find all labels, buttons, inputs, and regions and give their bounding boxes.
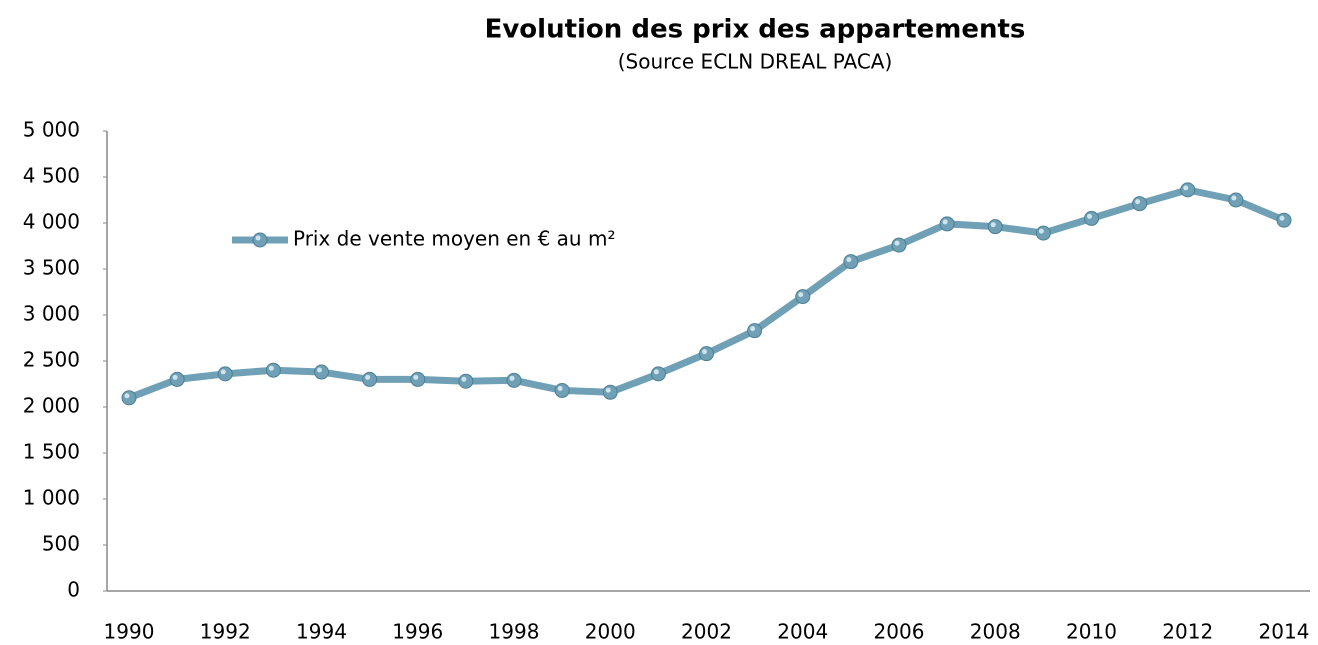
y-tick-label: 4 500 [23, 164, 80, 188]
y-tick-label: 1 500 [23, 440, 80, 464]
point [410, 371, 426, 387]
x-tick-label: 2004 [777, 620, 828, 644]
x-tick-label: 2010 [1066, 620, 1117, 644]
chart-subtitle: (Source ECLN DREAL PACA) [618, 50, 893, 74]
x-tick-label: 2008 [970, 620, 1021, 644]
x-tick-label: 1990 [104, 620, 155, 644]
chart-title: Evolution des prix des appartements [485, 15, 1026, 45]
point [217, 366, 233, 382]
point [458, 373, 474, 389]
x-tick-label: 2014 [1259, 620, 1310, 644]
point [843, 254, 859, 270]
point [891, 237, 907, 253]
legend-label: Prix de vente moyen en € au m² [293, 227, 615, 251]
point [1084, 210, 1099, 226]
y-tick-label: 3 500 [23, 256, 80, 280]
x-tick-label: 2006 [874, 620, 925, 644]
y-tick-label: 3 000 [23, 302, 80, 326]
point [1035, 225, 1051, 241]
point [314, 364, 329, 380]
x-tick-label: 1994 [296, 620, 347, 644]
point [699, 346, 714, 362]
series-line [127, 186, 1286, 402]
y-tick-label: 5 000 [23, 118, 80, 142]
point [939, 216, 955, 232]
point [602, 384, 618, 400]
point [169, 371, 185, 387]
y-tick-label: 2 000 [23, 394, 80, 418]
x-tick-label: 2012 [1162, 620, 1213, 644]
point [1276, 212, 1292, 228]
point [650, 366, 666, 382]
y-tick-label: 1 000 [23, 486, 80, 510]
point [506, 372, 522, 388]
point [265, 362, 281, 378]
point [554, 382, 570, 398]
point [795, 289, 811, 305]
point [121, 390, 137, 406]
x-tick-label: 2002 [681, 620, 732, 644]
x-tick-label: 1992 [200, 620, 251, 644]
point [747, 323, 763, 339]
y-tick-label: 2 500 [23, 348, 80, 372]
point [1180, 182, 1196, 198]
x-tick-label: 2000 [585, 620, 636, 644]
legend-marker [252, 232, 268, 248]
point [362, 371, 378, 387]
y-tick-label: 500 [42, 532, 80, 556]
point [987, 219, 1003, 235]
point [1228, 192, 1244, 208]
y-tick-label: 0 [67, 578, 80, 602]
y-tick-label: 4 000 [23, 210, 80, 234]
x-tick-label: 1996 [392, 620, 443, 644]
x-tick-label: 1998 [489, 620, 540, 644]
point [1132, 196, 1148, 212]
